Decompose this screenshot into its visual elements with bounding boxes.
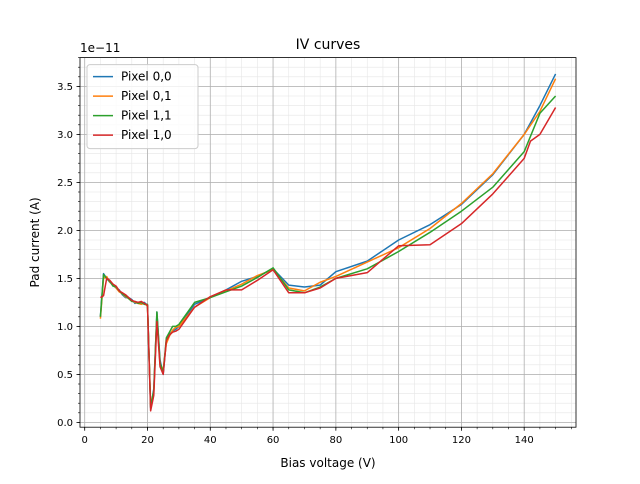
x-tick-label: 40 [204, 435, 217, 446]
x-tick-label: 20 [141, 435, 154, 446]
chart-title: IV curves [296, 37, 361, 53]
series-line [99, 95, 557, 408]
y-tick-label: 1.5 [57, 274, 73, 285]
legend-label: Pixel 1,1 [121, 109, 172, 123]
legend-box [86, 64, 199, 150]
y-tick-label: 3.5 [57, 82, 73, 93]
y-offset-label: 1e−11 [80, 41, 120, 55]
x-axis-label: Bias voltage (V) [280, 456, 375, 470]
legend: Pixel 0,0 Pixel 0,1 Pixel 1,1 Pixel 1,0 [86, 64, 199, 150]
y-tick-label: 0.0 [57, 418, 73, 429]
x-tick-label: 0 [82, 435, 88, 446]
y-tick-label: 1.0 [57, 322, 73, 333]
series-lines [99, 73, 557, 412]
plot-frame [79, 57, 577, 428]
y-tick-label: 2.0 [57, 226, 73, 237]
x-tick-label: 60 [267, 435, 280, 446]
y-tick-label: 2.5 [57, 178, 73, 189]
y-tick-label: 0.5 [57, 370, 73, 381]
series-line [100, 107, 557, 412]
legend-label: Pixel 1,0 [121, 128, 172, 142]
x-tick-label: 120 [452, 435, 471, 446]
y-axis-label: Pad current (A) [28, 197, 42, 287]
legend-label: Pixel 0,0 [121, 70, 172, 84]
x-tick-label: 140 [515, 435, 534, 446]
legend-label: Pixel 0,1 [121, 89, 172, 103]
x-tick-label: 100 [389, 435, 408, 446]
y-tick-label: 3.0 [57, 130, 73, 141]
y-axis-ticks: 0.0 0.5 1.0 1.5 2.0 2.5 3.0 3.5 [57, 57, 80, 429]
x-tick-label: 80 [329, 435, 342, 446]
x-axis-ticks: 0 20 40 60 80 100 120 140 [82, 427, 572, 446]
